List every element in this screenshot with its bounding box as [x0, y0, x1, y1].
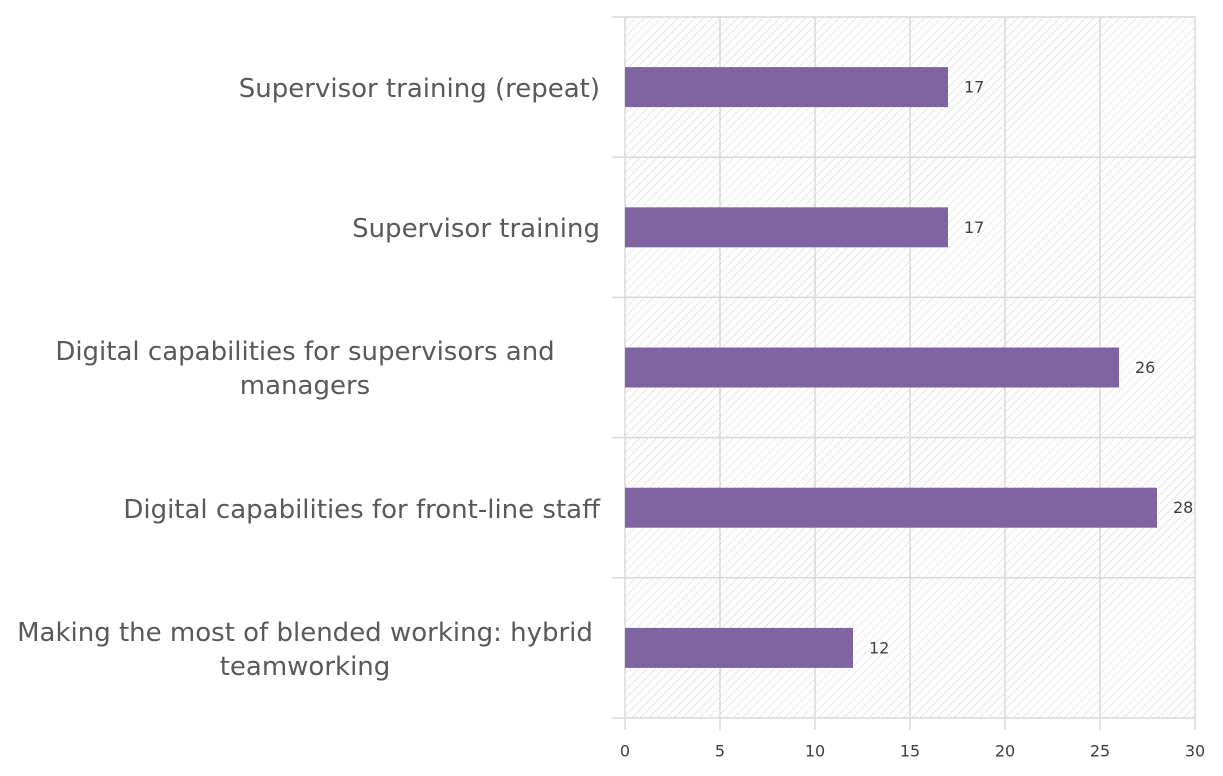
data-label: 12: [869, 638, 889, 657]
y-tick-label: Supervisor training: [352, 214, 600, 245]
y-tick-box: Digital capabilities for front-line staf…: [0, 440, 600, 580]
x-tick-label: 15: [900, 742, 920, 761]
bar: [625, 347, 1119, 388]
y-tick-box: Making the most of blended working: hybr…: [0, 580, 600, 720]
y-tick-label: Digital capabilities for front-line staf…: [123, 494, 600, 525]
y-tick-box: Supervisor training: [0, 159, 600, 299]
bar: [625, 67, 948, 108]
y-tick-label: Supervisor training (repeat): [238, 74, 600, 105]
y-tick-label: Digital capabilities for supervisors and…: [55, 337, 555, 402]
x-tick-label: 25: [1090, 742, 1110, 761]
y-tick-box: Supervisor training (repeat): [0, 19, 600, 159]
data-label: 28: [1173, 498, 1193, 517]
data-label: 17: [964, 218, 984, 237]
bar: [625, 627, 853, 668]
data-label: 26: [1135, 358, 1155, 377]
bar: [625, 487, 1157, 528]
data-label: 17: [964, 78, 984, 97]
x-tick-label: 20: [995, 742, 1015, 761]
bar: [625, 207, 948, 248]
y-tick-label: Making the most of blended working: hybr…: [17, 617, 593, 682]
x-tick-label: 5: [715, 742, 725, 761]
x-tick-label: 30: [1185, 742, 1205, 761]
x-tick-label: 0: [620, 742, 630, 761]
x-tick-label: 10: [805, 742, 825, 761]
y-tick-box: Digital capabilities for supervisors and…: [0, 299, 600, 439]
